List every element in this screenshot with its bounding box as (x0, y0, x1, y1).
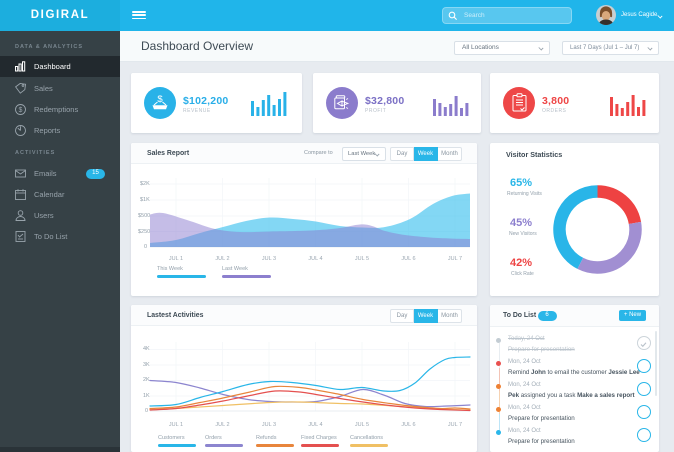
svg-text:$: $ (157, 94, 163, 105)
svg-text:$: $ (19, 107, 23, 114)
